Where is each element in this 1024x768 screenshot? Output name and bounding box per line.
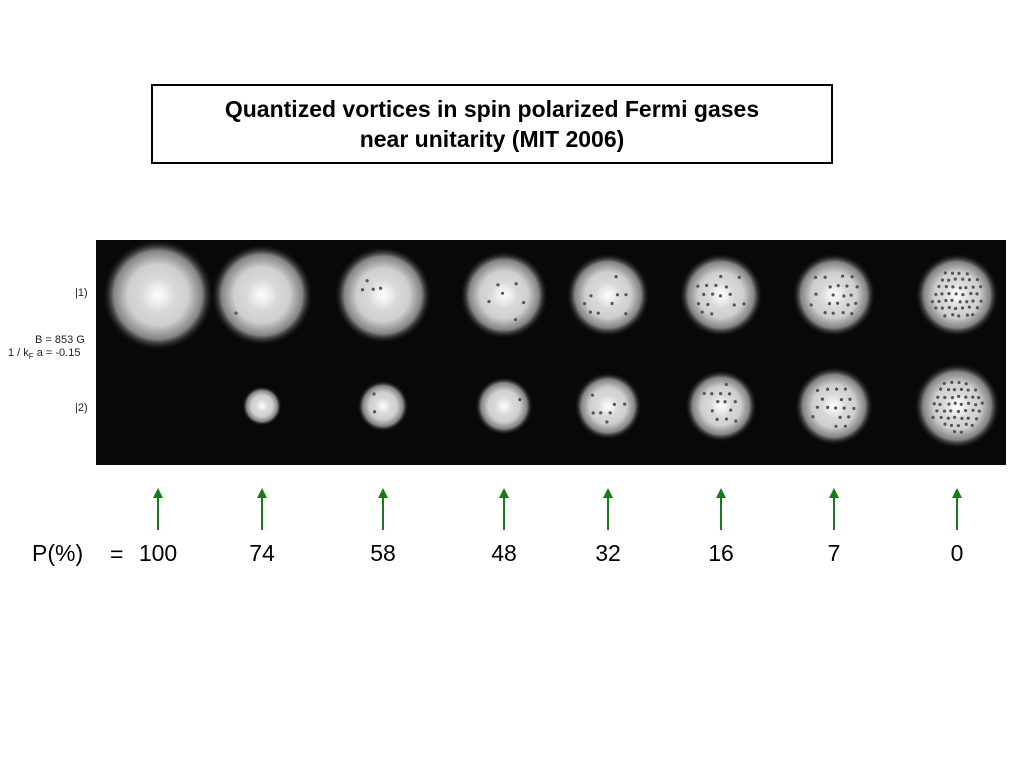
polarization-value: 32 <box>595 540 621 566</box>
interaction-subscript: F <box>28 352 34 362</box>
state-1-label: |1) <box>75 287 88 299</box>
cloud-bottom-5 <box>685 370 757 442</box>
cloud-top-3 <box>460 251 548 339</box>
cloud-top-5 <box>679 253 763 337</box>
up-arrow-icon <box>829 488 839 530</box>
up-arrow-icon <box>257 488 267 530</box>
up-arrow-icon <box>603 488 613 530</box>
up-arrow-icon <box>952 488 962 530</box>
polarization-label: P(%) <box>32 540 84 566</box>
cloud-top-2 <box>334 246 432 344</box>
polarization-equals: = <box>110 541 124 567</box>
up-arrow-icon <box>153 488 163 530</box>
title-box: Quantized vortices in spin polarized Fer… <box>151 84 833 164</box>
state-2-label: |2) <box>75 402 88 414</box>
up-arrow-icon <box>716 488 726 530</box>
interaction-parameter-label: 1 / kF a = -0.15 <box>8 347 80 361</box>
polarization-value: 100 <box>138 540 178 566</box>
polarization-value: 74 <box>249 540 275 566</box>
cloud-top-1 <box>211 244 313 346</box>
polarization-value: 48 <box>491 540 517 566</box>
up-arrow-icon <box>499 488 509 530</box>
polarization-value: 7 <box>827 540 841 566</box>
polarization-value: 58 <box>370 540 396 566</box>
cloud-top-7 <box>915 253 999 337</box>
cloud-top-0 <box>102 240 214 351</box>
cloud-bottom-4 <box>574 372 642 440</box>
cloud-bottom-7 <box>914 363 1000 449</box>
interaction-suffix: a = -0.15 <box>33 347 81 359</box>
polarization-value: 16 <box>708 540 734 566</box>
cloud-top-4 <box>566 253 650 337</box>
polarization-value: 0 <box>950 540 964 566</box>
cloud-top-6 <box>792 253 876 337</box>
cloud-bottom-1 <box>242 386 282 426</box>
cloud-bottom-2 <box>357 380 409 432</box>
vortex-cloud-images <box>102 240 1000 449</box>
absorption-image-panel <box>96 240 1006 465</box>
slide-title: Quantized vortices in spin polarized Fer… <box>224 96 760 152</box>
up-arrow-icon <box>378 488 388 530</box>
cloud-bottom-6 <box>794 366 874 446</box>
cloud-bottom-3 <box>475 377 533 435</box>
interaction-prefix: 1 / k <box>8 347 29 359</box>
magnetic-field-label: B = 853 G <box>35 334 85 346</box>
